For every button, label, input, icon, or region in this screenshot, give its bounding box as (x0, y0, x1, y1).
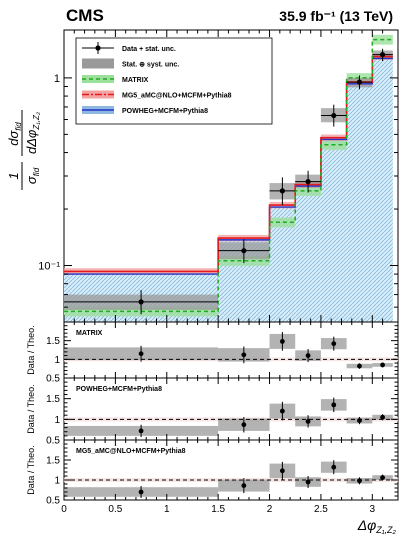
y-axis-title-den2-sub: Z₁,Z₂ (32, 112, 41, 131)
data-point (241, 248, 247, 254)
ratio-panel: 0.5 1 1.5 MATRIX Data / Theo. (26, 321, 399, 385)
x-tick-label: 1 (164, 504, 170, 515)
y-axis-title-num2-sub: fid (14, 122, 23, 131)
legend-label: Data + stat. unc. (122, 46, 176, 53)
ratio-point (357, 478, 362, 484)
legend-label: Stat. ⊕ syst. unc. (122, 62, 179, 69)
y-axis-title-den1: σfid (24, 167, 41, 184)
data-point (138, 299, 144, 305)
legend-symbol-data-point (95, 45, 101, 51)
ratio-y-axis-title: Data / Theo. (26, 445, 36, 494)
ratio-point (331, 464, 337, 470)
ratio-y-tick-label: 0.5 (46, 496, 60, 507)
x-tick-label: 0.5 (108, 504, 122, 515)
ratio-y-tick-label: 1.5 (46, 456, 60, 467)
ratio-y-tick-label: 1 (54, 355, 60, 366)
ratio-panel-label: MATRIX (76, 330, 103, 337)
ratio-point (279, 339, 285, 344)
y-axis-title-den1-sub: fid (32, 167, 41, 176)
data-point (379, 52, 386, 58)
ratio-point (305, 419, 311, 424)
ratio-point (279, 468, 285, 474)
powheg-fill-bin (295, 186, 321, 322)
ratio-point (305, 479, 311, 485)
y-tick-label: 10⁻¹ (38, 261, 60, 273)
ratio-point (241, 483, 247, 488)
ratio-point (331, 402, 337, 408)
ratio-point (380, 475, 385, 480)
ratio-point (138, 351, 144, 357)
ratio-point (380, 414, 385, 420)
ratio-y-tick-label: 1.5 (46, 394, 60, 405)
ratio-point (357, 418, 362, 423)
ratio-point (138, 428, 144, 434)
x-tick-label: 2.5 (314, 504, 328, 515)
legend: Data + stat. unc. Stat. ⊕ syst. unc. MATRI… (75, 37, 273, 125)
ratio-panel-label: POWHEG+MCFM+Pythia8 (76, 386, 162, 393)
ratio-y-tick-label: 0.5 (46, 436, 60, 447)
ratio-y-axis-title: Data / Theo. (26, 325, 36, 374)
ratio-point (380, 362, 385, 368)
ratio-y-tick-label: 1 (54, 476, 60, 487)
x-tick-label: 2 (267, 504, 273, 515)
ratio-y-axis-title: Data / Theo. (26, 384, 36, 433)
x-tick-label: 0 (61, 504, 67, 515)
legend-label: MATRIX (122, 77, 149, 84)
y-axis-title-num2: dσfid (6, 122, 23, 146)
ratio-panel: 0.5 1 1.5 MG5_aMC@NLO+MCFM+Pythia8 Data / Th… (26, 439, 399, 507)
legend-label: MG5_aMC@NLO+MCFM+Pythia8 (122, 93, 232, 100)
legend-label: POWHEG+MCFM+Pythia8 (122, 108, 208, 115)
x-tick-label: 3 (370, 504, 376, 515)
powheg-fill-bin (372, 58, 393, 322)
ratio-point (138, 489, 144, 495)
luminosity-label: 35.9 fb⁻¹ (13 TeV) (279, 8, 393, 24)
powheg-fill-bin (346, 83, 373, 323)
powheg-fill-bin (320, 139, 347, 322)
legend-symbol-syst (82, 58, 114, 69)
ratio-panel-frame (63, 439, 399, 501)
ratio-y-tick-label: 1.5 (46, 336, 60, 347)
theory-band-bin (269, 217, 296, 228)
ratio-panel: 0.5 1 1.5 POWHEG+MCFM+Pythia8 Data / Theo. (26, 377, 399, 447)
x-axis-title-sub: Z₁,Z₂ (375, 525, 396, 535)
ratio-point (331, 341, 337, 347)
ratio-point (357, 363, 362, 369)
data-point (356, 79, 363, 85)
ratio-panel-label: MG5_aMC@NLO+MCFM+Pythia8 (76, 448, 186, 455)
ratio-y-tick-label: 0.5 (46, 374, 60, 385)
y-axis-title-den2: dΔφZ₁,Z₂ (24, 112, 41, 154)
ratio-point (279, 408, 285, 414)
ratio-y-tick-label: 1 (54, 415, 60, 426)
ratio-point (241, 352, 247, 358)
x-axis-title: ΔφZ₁,Z₂ (357, 517, 397, 535)
ratio-point (241, 422, 247, 428)
ratio-point (305, 353, 311, 358)
data-point (305, 179, 311, 185)
experiment-label: CMS (66, 6, 104, 25)
y-tick-label: 1 (54, 73, 60, 85)
y-axis-title-num1: 1 (6, 172, 21, 179)
data-point (279, 188, 285, 194)
x-tick-label: 1.5 (211, 504, 225, 515)
data-point (331, 112, 337, 119)
